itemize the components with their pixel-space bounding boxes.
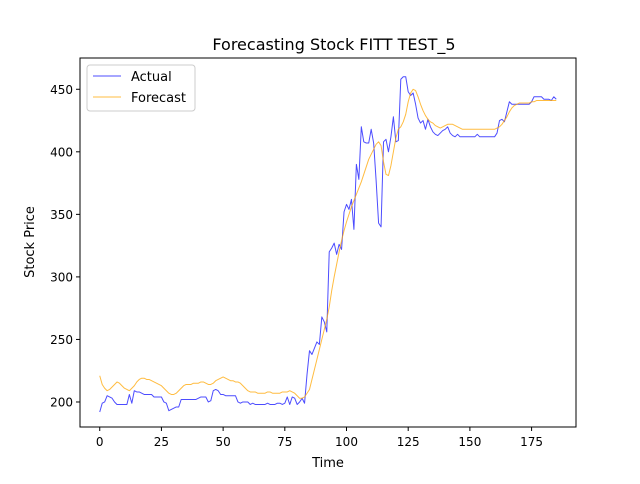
y-tick-label: 250 bbox=[50, 333, 73, 347]
axes-frame bbox=[79, 57, 577, 428]
x-tick-label: 175 bbox=[520, 435, 543, 449]
x-tick-label: 125 bbox=[397, 435, 420, 449]
x-tick-label: 75 bbox=[277, 435, 292, 449]
y-tick-label: 350 bbox=[50, 208, 73, 222]
legend-label-actual: Actual bbox=[131, 70, 172, 85]
series-line-forecast bbox=[99, 88, 557, 399]
plot-area bbox=[79, 57, 577, 428]
x-tick-label: 0 bbox=[96, 435, 104, 449]
y-tick-label: 450 bbox=[50, 83, 73, 97]
y-tick-label: 200 bbox=[50, 395, 73, 409]
legend-label-forecast: Forecast bbox=[131, 91, 186, 106]
series-layer bbox=[99, 76, 557, 413]
x-tick-label: 100 bbox=[335, 435, 358, 449]
y-tick-label: 400 bbox=[50, 145, 73, 159]
x-axis-label: Time bbox=[311, 456, 344, 471]
x-tick-label: 50 bbox=[215, 435, 230, 449]
chart-title: Forecasting Stock FITT TEST_5 bbox=[212, 35, 455, 55]
legend: Actual Forecast bbox=[86, 64, 196, 112]
y-axis: 200 250 300 350 400 450 bbox=[50, 83, 80, 409]
y-axis-label: Stock Price bbox=[23, 206, 38, 278]
y-tick-label: 300 bbox=[50, 270, 73, 284]
x-tick-label: 25 bbox=[154, 435, 169, 449]
series-line-actual bbox=[99, 76, 557, 413]
x-axis: 0 25 50 75 100 125 150 175 bbox=[96, 427, 543, 449]
x-tick-label: 150 bbox=[458, 435, 481, 449]
